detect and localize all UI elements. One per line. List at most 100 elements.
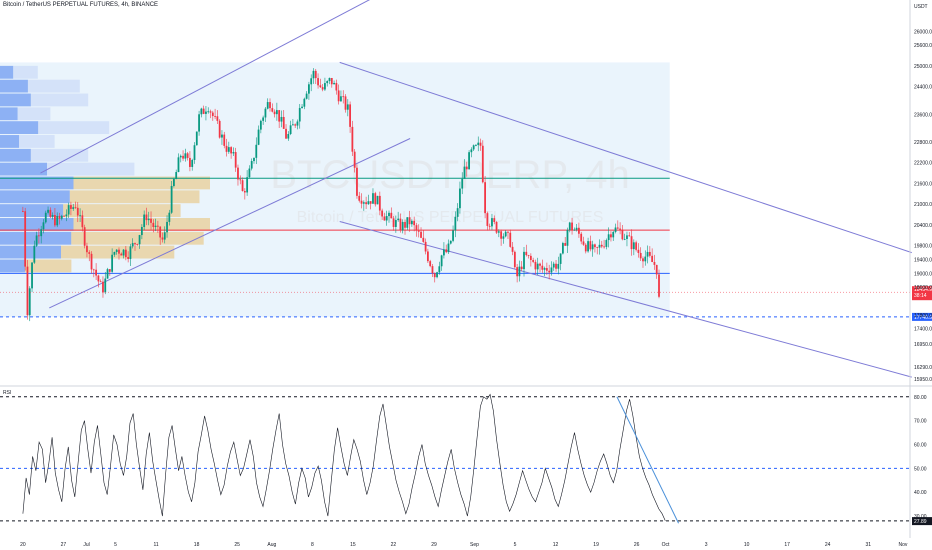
y-tick-label: 19400.0 [914,258,932,264]
candle-body [63,215,65,217]
candle-body [477,142,480,146]
candle-body [605,240,608,247]
candle-body [486,213,489,226]
volume-profile-bar [0,93,31,107]
candle-body [152,222,155,228]
candle-body [319,85,322,88]
candle-body [607,234,610,241]
candle-body [591,244,594,250]
candle-body [424,241,427,252]
candle-body [170,185,173,213]
candle-body [390,212,393,219]
candle-body [500,231,503,239]
candle-body [388,212,390,217]
rsi-tick-label: 40.00 [914,490,927,496]
candle-body [280,116,283,122]
candle-body [644,256,647,262]
candle-body [37,235,40,237]
candle-body [275,110,278,115]
candle-body [548,270,551,273]
candle-body [214,116,216,117]
candle-body [42,222,45,230]
rsi-tick-label: 70.00 [914,419,927,425]
candle-body [200,108,203,115]
candle-body [653,261,656,265]
candle-body [626,235,628,239]
candle-body [257,129,260,145]
candle-body [509,232,512,247]
y-tick-label: 22800.0 [914,140,932,146]
candle-body [447,243,450,253]
candle-body [571,222,573,231]
candle-body [346,104,349,110]
candle-body [413,220,416,226]
candle-body [358,195,361,201]
candle-body [651,255,654,262]
candle-body [175,172,178,180]
y-tick-label: 16950.0 [914,342,932,348]
candle-body [475,145,477,146]
candle-body [143,214,146,227]
candle-body [513,251,516,268]
candle-body [250,161,253,169]
candle-body [541,265,544,270]
candle-body [587,241,589,252]
candle-body [124,249,127,258]
candle-body [603,246,605,248]
volume-profile-bar [71,231,204,245]
candle-body [443,249,445,256]
candle-body [582,241,585,245]
candle-body [481,145,484,183]
candle-body [239,179,242,181]
marked-level-badge [912,312,932,321]
y-tick-label: 23600.0 [914,112,932,118]
candle-body [392,218,395,227]
candle-body [493,218,496,222]
candle-body [28,288,31,316]
candle-body [330,77,333,85]
candle-body [497,231,500,233]
candle-body [561,243,564,254]
candle-body [44,212,47,223]
candle-body [195,131,198,146]
candle-body [156,225,159,227]
candle-body [420,231,422,238]
volume-profile-bar [0,121,39,135]
x-tick-label: 3 [705,542,708,548]
rsi-pane: RSI [0,390,910,524]
candle-body [356,167,358,196]
candle-body [168,212,171,222]
candle-body [35,235,38,246]
candle-body [193,145,196,160]
candle-body [575,227,578,230]
candle-body [431,266,434,274]
candle-body [527,255,530,256]
candle-body [136,244,139,246]
x-tick-label: 18 [194,542,200,548]
x-tick-label: Jul [83,542,89,548]
candle-body [312,70,315,79]
candle-body [639,252,642,259]
candle-body [232,152,235,154]
y-tick-label: 19000.0 [914,271,932,277]
candle-body [259,120,262,130]
y-tick-label: 17800.0 [914,313,932,319]
candle-body [630,236,633,250]
candle-body [491,218,493,227]
candle-body [621,229,624,240]
candle-body [92,269,95,271]
candle-body [456,208,459,217]
candle-body [198,114,200,132]
candle-body [518,266,521,277]
candle-body [147,218,150,221]
candle-body [555,263,557,269]
y-tick-label: 20400.0 [914,223,932,229]
candle-body [60,215,63,219]
candle-body [262,117,265,121]
ascending-channel-lower [49,138,411,309]
candle-body [211,112,214,117]
x-tick-label: 5 [114,542,117,548]
volume-profile-bar [0,162,48,176]
x-tick-label: 11 [153,542,158,548]
